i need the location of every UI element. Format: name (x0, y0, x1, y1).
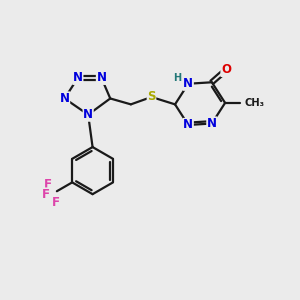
Text: N: N (83, 108, 93, 121)
Text: F: F (42, 188, 50, 201)
Text: N: N (183, 77, 193, 90)
Text: H: H (173, 74, 181, 83)
Text: O: O (221, 63, 231, 76)
Text: N: N (73, 71, 83, 84)
Text: F: F (44, 178, 52, 191)
Text: N: N (183, 118, 193, 131)
Text: N: N (60, 92, 70, 105)
Text: N: N (96, 71, 106, 84)
Text: F: F (51, 196, 59, 209)
Text: S: S (147, 91, 156, 103)
Text: N: N (207, 117, 217, 130)
Text: CH₃: CH₃ (244, 98, 264, 108)
